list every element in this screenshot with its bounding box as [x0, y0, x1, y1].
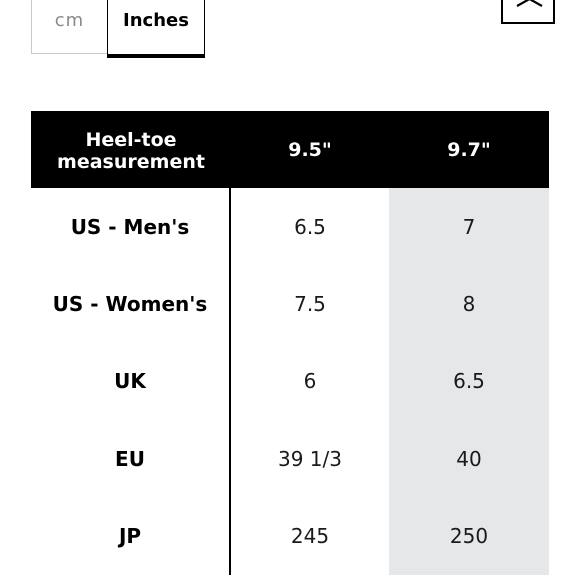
header-label-line2: measurement [57, 150, 205, 173]
table-row: EU 39 1/3 40 [31, 420, 549, 498]
header-col-b: 9.7" [447, 138, 491, 161]
row-value-b: 250 [389, 497, 549, 575]
row-value-b: 7 [389, 188, 549, 266]
table-header-row: Heel-toe measurement 9.5" 9.7" [31, 111, 549, 188]
unit-cm-label: cm [54, 9, 85, 31]
table-row: US - Women's 7.5 8 [31, 265, 549, 343]
table-body: US - Men's 6.5 7 US - Women's 7.5 8 UK 6… [31, 188, 549, 575]
row-value-a: 39 1/3 [278, 446, 342, 471]
row-label: EU [31, 420, 231, 498]
row-value-b: 8 [389, 265, 549, 343]
header-measurement-label: Heel-toe measurement [31, 111, 231, 188]
row-label: US - Women's [31, 265, 231, 343]
header-col-a: 9.5" [288, 138, 332, 161]
row-label: JP [31, 497, 231, 575]
unit-inches-button[interactable]: Inches [107, 0, 205, 58]
row-value-a: 6 [303, 369, 317, 394]
unit-inches-label: Inches [123, 10, 189, 31]
row-label: UK [31, 342, 231, 421]
row-value-b: 40 [389, 420, 549, 498]
table-row: US - Men's 6.5 7 [31, 188, 549, 266]
row-value-a: 6.5 [294, 214, 326, 239]
unit-toggle: cm Inches [31, 0, 205, 58]
table-row: JP 245 250 [31, 497, 549, 575]
unit-cm-button[interactable]: cm [31, 0, 107, 54]
table-row: UK 6 6.5 [31, 342, 549, 421]
row-label: US - Men's [31, 188, 231, 266]
close-icon [516, 0, 543, 7]
row-value-b: 6.5 [389, 342, 549, 421]
size-chart-table: Heel-toe measurement 9.5" 9.7" US - Men'… [31, 111, 549, 575]
header-label-line1: Heel-toe [85, 128, 177, 151]
row-value-a: 7.5 [294, 292, 326, 317]
close-button[interactable] [501, 0, 555, 24]
row-value-a: 245 [290, 524, 330, 549]
